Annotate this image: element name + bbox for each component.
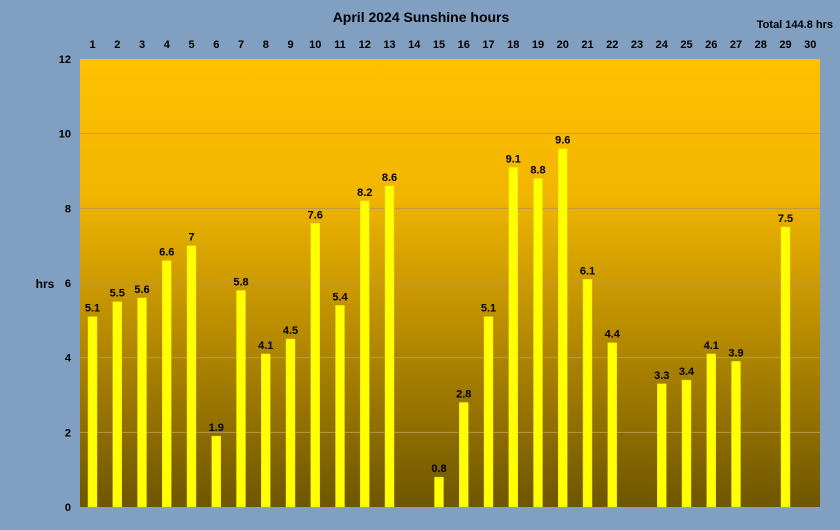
day-label: 19 (532, 39, 544, 51)
data-label: 8.8 (530, 164, 545, 176)
y-tick-label: 4 (65, 353, 72, 365)
day-label: 4 (164, 39, 171, 51)
data-label: 9.6 (555, 135, 570, 147)
day-label: 13 (383, 39, 395, 51)
bar-day-9 (285, 338, 296, 508)
day-label: 25 (680, 39, 692, 51)
data-label: 5.1 (481, 303, 496, 315)
data-label: 3.9 (728, 347, 743, 359)
data-label: 8.2 (357, 187, 372, 199)
bar-day-21 (582, 279, 593, 508)
data-label: 5.1 (85, 303, 100, 315)
data-label: 7.5 (778, 213, 793, 225)
day-label: 12 (359, 39, 371, 51)
bars (87, 148, 791, 508)
bar-day-16 (459, 402, 469, 508)
bar-day-25 (681, 379, 692, 508)
data-label: 9.1 (506, 153, 521, 165)
data-label: 4.4 (605, 329, 621, 341)
day-label: 30 (804, 39, 816, 51)
y-tick-label: 10 (59, 129, 71, 141)
day-label: 6 (213, 39, 219, 51)
bar-day-17 (483, 316, 494, 508)
y-tick-label: 12 (59, 54, 71, 66)
bar-day-12 (360, 200, 370, 508)
day-label: 3 (139, 39, 145, 51)
data-label: 5.8 (233, 276, 248, 288)
bar-day-29 (780, 226, 791, 508)
data-label: 8.6 (382, 172, 397, 184)
day-label: 16 (458, 39, 470, 51)
bar-day-11 (335, 305, 345, 508)
y-tick-label: 6 (65, 278, 71, 290)
data-label: 6.1 (580, 265, 595, 277)
day-label: 29 (779, 39, 791, 51)
bar-day-22 (607, 342, 617, 508)
data-label: 0.8 (431, 463, 446, 475)
day-label: 8 (263, 39, 269, 51)
bar-day-2 (112, 301, 122, 508)
bar-day-7 (236, 290, 246, 508)
bar-day-8 (261, 353, 271, 508)
chart-title: April 2024 Sunshine hours (333, 9, 510, 25)
day-label: 7 (238, 39, 244, 51)
data-label: 3.4 (679, 366, 695, 378)
data-label: 2.8 (456, 388, 471, 400)
data-label: 4.1 (258, 340, 273, 352)
data-label: 6.6 (159, 247, 174, 259)
data-labels: 5.1 5.5 5.6 6.6 7 1.9 5.8 4.1 4.5 7.6 5.4 8.2 8.6 0.8… (85, 135, 793, 476)
data-label: 5.4 (332, 291, 348, 303)
y-axis-label: hrs (36, 277, 55, 291)
day-label: 10 (309, 39, 321, 51)
total-label: Total 144.8 hrs (757, 19, 833, 31)
data-label: 7 (188, 232, 194, 244)
day-label: 2 (114, 39, 120, 51)
day-label: 23 (631, 39, 643, 51)
day-label: 1 (89, 39, 95, 51)
data-label: 4.1 (704, 340, 719, 352)
y-tick-label: 2 (65, 427, 71, 439)
day-labels: 1 2 3 4 5 6 7 8 9 10 11 12 13 14 15 16 17 18 19 20 21 22 23 24 2… (89, 39, 816, 51)
bar-day-6 (211, 435, 221, 508)
data-label: 3.3 (654, 370, 669, 382)
day-label: 9 (287, 39, 293, 51)
day-label: 5 (188, 39, 194, 51)
bar-day-1 (87, 316, 98, 508)
day-label: 18 (507, 39, 519, 51)
bar-day-26 (706, 353, 716, 508)
bar-day-13 (384, 185, 395, 508)
y-tick-label: 8 (65, 203, 71, 215)
bar-day-24 (657, 383, 667, 508)
bar-day-10 (310, 223, 320, 508)
day-label: 11 (334, 39, 346, 51)
day-label: 28 (755, 39, 767, 51)
day-label: 21 (581, 39, 593, 51)
data-label: 7.6 (308, 209, 323, 221)
day-label: 15 (433, 39, 445, 51)
bar-day-4 (162, 260, 172, 508)
bar-day-20 (558, 148, 568, 508)
bar-day-27 (731, 361, 741, 508)
day-label: 17 (482, 39, 494, 51)
day-label: 22 (606, 39, 618, 51)
day-label: 24 (656, 39, 669, 51)
bar-day-5 (186, 245, 197, 508)
data-label: 5.6 (134, 284, 149, 296)
data-label: 5.5 (110, 288, 125, 300)
bar-day-19 (533, 178, 543, 508)
y-tick-labels: 0 2 4 6 8 10 12 (59, 54, 72, 514)
day-label: 26 (705, 39, 717, 51)
day-label: 14 (408, 39, 421, 51)
bar-day-18 (508, 167, 518, 508)
gridlines (80, 133, 820, 433)
bar-day-3 (137, 297, 147, 508)
y-tick-label: 0 (65, 502, 71, 514)
bar-day-15 (434, 476, 444, 508)
data-label: 4.5 (283, 325, 298, 337)
day-label: 20 (557, 39, 569, 51)
day-label: 27 (730, 39, 742, 51)
data-label: 1.9 (209, 422, 224, 434)
